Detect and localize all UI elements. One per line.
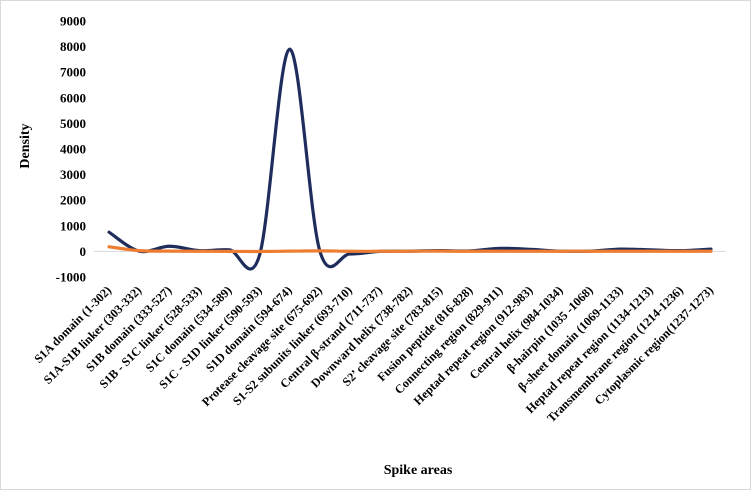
x-axis-title: Spike areas (384, 463, 453, 478)
y-tick-label: 5000 (60, 116, 86, 131)
y-tick-label: 7000 (60, 65, 86, 80)
y-tick-label: 1000 (60, 218, 86, 233)
y-tick-label: 8000 (60, 39, 86, 54)
y-tick-label: -1000 (56, 270, 86, 285)
y-tick-label: 4000 (60, 142, 86, 157)
y-tick-label: 0 (80, 244, 87, 259)
series-layer (107, 47, 713, 271)
y-tick-label: 2000 (60, 193, 86, 208)
series-line-2 (107, 245, 713, 254)
series-line-1 (107, 47, 713, 271)
y-tick-label: 9000 (60, 14, 86, 29)
y-tick-label: 3000 (60, 167, 86, 182)
x-axis: S1A domain (1-302)S1A-S1B linker (303-33… (31, 283, 716, 425)
y-tick-label: 6000 (60, 90, 86, 105)
y-axis: -1000 0 1000 2000 3000 4000 5000 6000 7000 8000 90… (56, 14, 86, 285)
y-axis-title: Density (18, 123, 33, 168)
